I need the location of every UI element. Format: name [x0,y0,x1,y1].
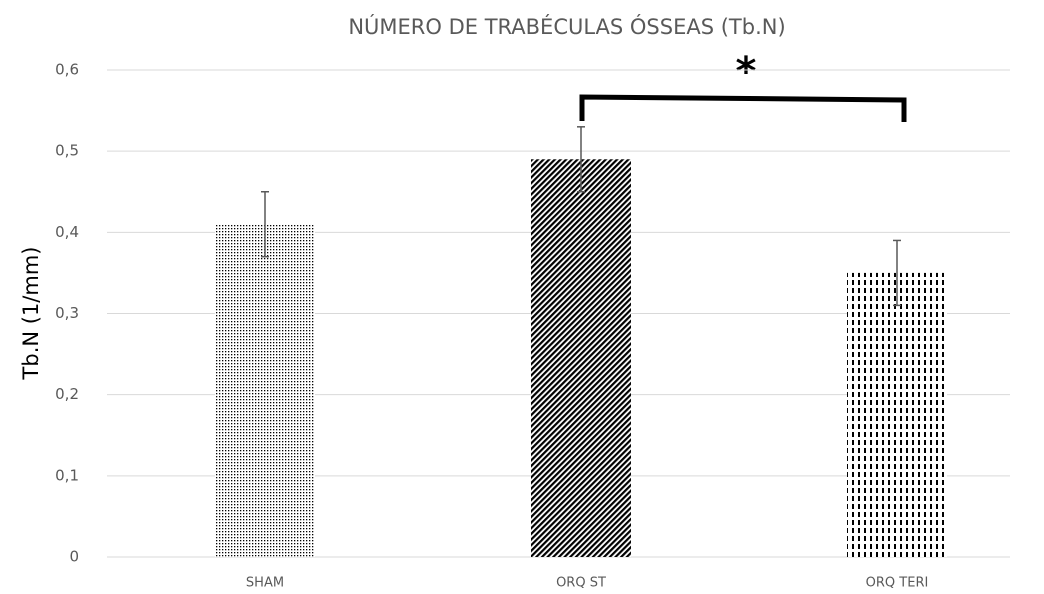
significance-bracket [579,94,907,122]
x-tick-label: SHAM [246,576,284,591]
x-tick-label: ORQ ST [556,576,606,591]
x-tick-label: ORQ TERI [866,576,929,591]
y-axis-label: Tb.N (1/mm) [19,247,43,381]
bar [215,224,315,557]
y-tick-label: 0,4 [55,223,79,241]
y-tick-label: 0,1 [55,466,79,484]
bar [847,272,947,557]
error-bar [577,126,585,193]
y-tick-label: 0,3 [55,304,79,322]
error-bar [261,191,269,258]
significance-mark: * [736,49,757,95]
y-tick-label: 0,5 [55,142,79,160]
error-bar [893,239,901,307]
bar [531,159,631,558]
y-tick-label: 0,2 [55,385,79,403]
y-tick-label: 0,6 [55,61,79,79]
y-tick-label: 0 [69,548,79,566]
chart-title: NÚMERO DE TRABÉCULAS ÓSSEAS (Tb.N) [348,14,785,39]
